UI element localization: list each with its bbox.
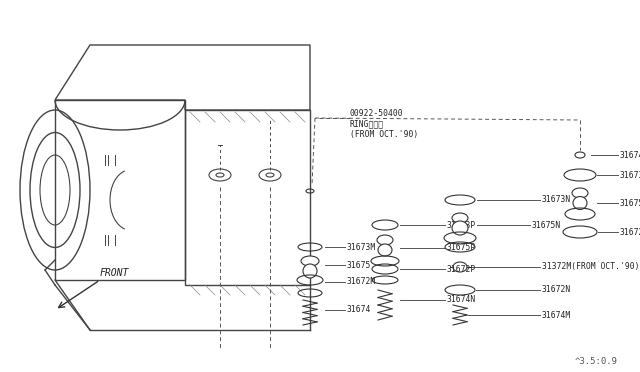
Ellipse shape [377, 235, 393, 245]
Ellipse shape [301, 256, 319, 266]
Text: 31673M: 31673M [347, 243, 376, 251]
Text: ^3.5:0.9: ^3.5:0.9 [575, 357, 618, 366]
Text: 31372M(FROM OCT.'90): 31372M(FROM OCT.'90) [542, 263, 639, 272]
Text: (FROM OCT.'90): (FROM OCT.'90) [350, 131, 419, 140]
Text: 31672M: 31672M [347, 278, 376, 286]
Ellipse shape [452, 221, 468, 235]
Text: 31674: 31674 [347, 305, 371, 314]
Text: 31674Q: 31674Q [620, 151, 640, 160]
Text: 31675N: 31675N [532, 221, 561, 230]
Text: 31674M: 31674M [542, 311, 572, 320]
Ellipse shape [572, 188, 588, 198]
Text: 31673N: 31673N [542, 196, 572, 205]
Text: 31675P: 31675P [447, 244, 476, 253]
Text: 31672P: 31672P [447, 264, 476, 273]
Text: 31673P: 31673P [447, 221, 476, 230]
Ellipse shape [573, 196, 587, 209]
Text: RINGリング: RINGリング [350, 119, 384, 128]
Text: 00922-50400: 00922-50400 [350, 109, 404, 118]
Ellipse shape [378, 244, 392, 256]
Text: 31672N: 31672N [542, 285, 572, 295]
Text: 31672Q: 31672Q [620, 228, 640, 237]
Text: FRONT: FRONT [100, 268, 129, 278]
Ellipse shape [452, 213, 468, 223]
Text: 31675: 31675 [347, 260, 371, 269]
Text: 31673Q: 31673Q [620, 170, 640, 180]
Ellipse shape [303, 264, 317, 278]
Text: 31675Q: 31675Q [620, 199, 640, 208]
Text: 31674N: 31674N [447, 295, 476, 305]
